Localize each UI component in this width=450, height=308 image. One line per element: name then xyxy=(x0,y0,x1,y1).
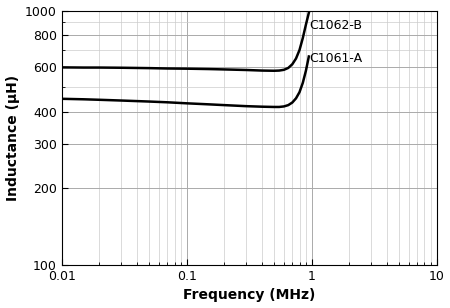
X-axis label: Frequency (MHz): Frequency (MHz) xyxy=(183,289,315,302)
Y-axis label: Inductance (μH): Inductance (μH) xyxy=(5,75,19,201)
Text: C1062-B: C1062-B xyxy=(310,19,362,32)
Text: C1061-A: C1061-A xyxy=(310,52,363,65)
